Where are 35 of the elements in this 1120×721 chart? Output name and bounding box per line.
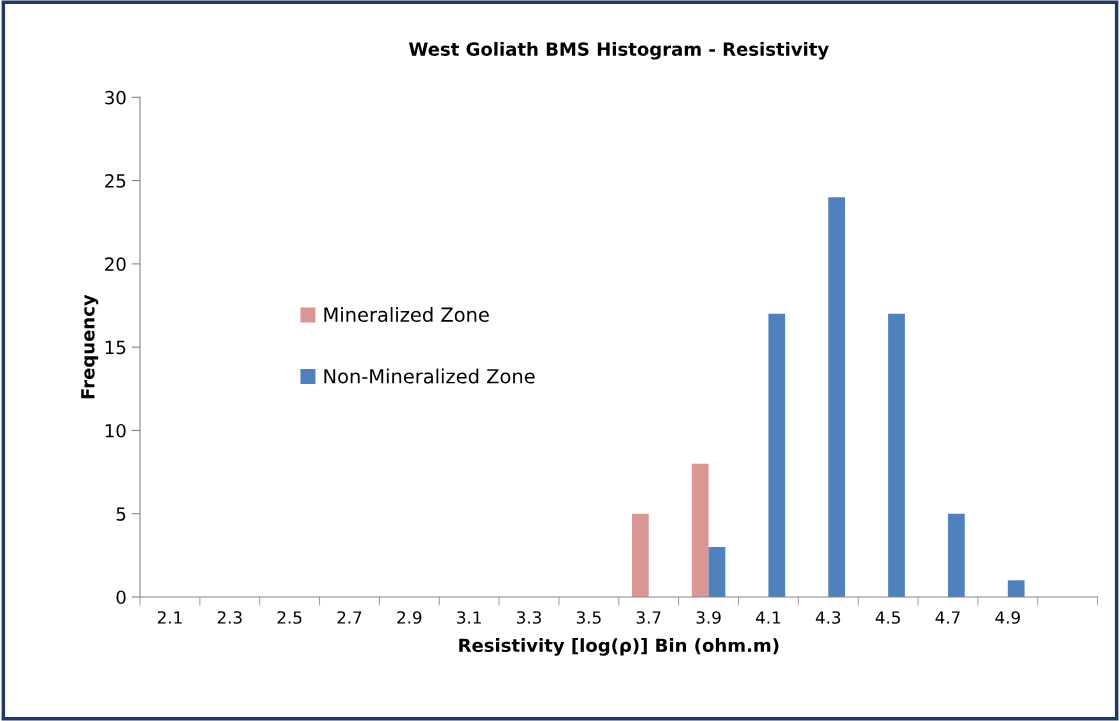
x-tick-label: 3.3	[517, 611, 541, 624]
chart-title: West Goliath BMS Histogram - Resistivity	[408, 41, 829, 60]
x-tick-label: 2.5	[277, 611, 302, 624]
x-axis-title: Resistivity [log(ρ)] Bin (ohm.m)	[459, 638, 779, 656]
x-tick-label: 2.1	[157, 611, 182, 624]
bar	[631, 513, 649, 597]
y-tick-label: 0	[116, 590, 126, 605]
x-tick-label: 2.9	[397, 611, 422, 624]
bar	[828, 197, 846, 597]
x-tick-label: 2.7	[337, 611, 362, 624]
y-tick-label: 5	[116, 507, 126, 521]
bar	[1007, 580, 1025, 597]
y-tick-label: 15	[105, 340, 126, 355]
bar	[691, 463, 709, 597]
y-tick-label: 10	[105, 423, 126, 438]
legend-label: Non-Mineralized Zone	[324, 368, 535, 384]
y-axis-title: Frequency	[81, 294, 99, 399]
bar	[768, 313, 786, 597]
x-tick-label: 3.1	[457, 611, 481, 624]
x-tick-label: 4.3	[815, 611, 841, 624]
x-tick-label: 3.7	[636, 611, 661, 624]
bar	[888, 313, 905, 597]
y-tick-label: 30	[105, 90, 126, 105]
x-tick-label: 3.9	[696, 611, 721, 624]
y-tick-label: 20	[105, 257, 126, 271]
x-tick-label: 2.3	[217, 611, 242, 624]
bar	[708, 547, 726, 597]
bar	[947, 513, 965, 597]
y-tick-label: 25	[105, 174, 126, 188]
x-tick-label: 4.7	[935, 611, 960, 624]
legend-label: Mineralized Zone	[324, 306, 489, 323]
x-tick-label: 4.5	[875, 611, 900, 624]
x-tick-label: 4.9	[995, 611, 1020, 624]
x-tick-label: 4.1	[755, 611, 781, 624]
x-tick-label: 3.5	[576, 611, 601, 624]
